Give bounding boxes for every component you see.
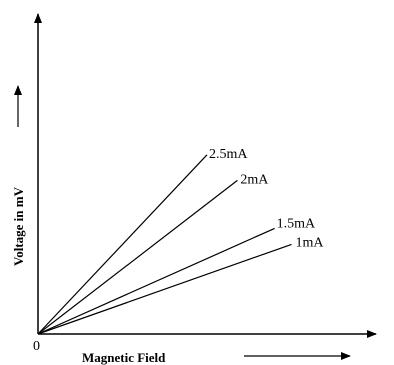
- series-label-3: 1.5mA: [277, 216, 316, 231]
- series-line-2: [37, 179, 238, 335]
- series-labels: 2.5mA 2mA 1.5mA 1mA: [209, 147, 324, 251]
- y-axis-title: Voltage in mV: [11, 186, 26, 266]
- origin-label: 0: [33, 339, 40, 354]
- series-label-4: 1mA: [296, 235, 325, 250]
- series-line-3: [37, 227, 275, 335]
- x-axis-title: Magnetic Field: [82, 350, 166, 365]
- series-lines: [37, 154, 292, 335]
- series-label-2: 2mA: [240, 172, 269, 187]
- series-line-1: [37, 154, 208, 335]
- series-label-1: 2.5mA: [209, 147, 248, 162]
- series-line-4: [37, 243, 292, 335]
